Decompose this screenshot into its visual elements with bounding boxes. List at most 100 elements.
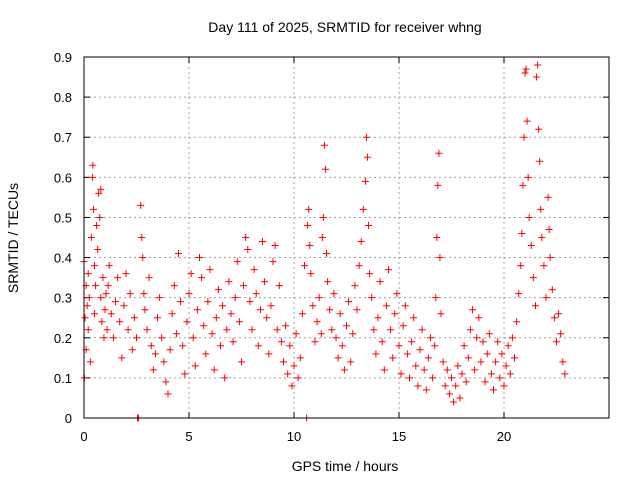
data-point bbox=[454, 362, 462, 370]
data-point bbox=[284, 370, 292, 378]
data-point bbox=[479, 338, 487, 346]
data-point bbox=[317, 330, 325, 338]
data-point bbox=[263, 314, 271, 322]
data-point bbox=[431, 342, 439, 350]
y-tick-label: 0.9 bbox=[54, 50, 72, 65]
data-point bbox=[469, 306, 476, 314]
data-point bbox=[210, 366, 218, 374]
chart-title: Day 111 of 2025, SRMTID for receiver whn… bbox=[208, 19, 481, 35]
data-point bbox=[456, 394, 464, 402]
data-point bbox=[183, 318, 191, 326]
data-point bbox=[298, 310, 306, 318]
data-point bbox=[292, 330, 300, 338]
data-point bbox=[242, 234, 250, 241]
data-point bbox=[437, 310, 445, 318]
data-point bbox=[376, 278, 384, 286]
data-point bbox=[95, 189, 103, 197]
data-point bbox=[522, 65, 530, 73]
data-point bbox=[138, 234, 146, 241]
data-point bbox=[261, 278, 269, 286]
data-point bbox=[330, 290, 338, 298]
data-point bbox=[452, 382, 460, 390]
data-point bbox=[140, 290, 148, 298]
data-point bbox=[104, 282, 112, 290]
x-axis-label: GPS time / hours bbox=[292, 458, 399, 474]
data-point bbox=[96, 213, 104, 221]
data-point bbox=[273, 326, 281, 334]
data-point bbox=[105, 262, 113, 270]
data-point bbox=[401, 302, 409, 310]
data-point bbox=[536, 157, 544, 165]
data-point bbox=[128, 346, 136, 354]
data-point bbox=[147, 342, 155, 350]
data-point bbox=[248, 326, 256, 334]
data-point bbox=[408, 338, 416, 346]
data-point bbox=[107, 310, 115, 318]
data-point bbox=[553, 338, 560, 346]
data-point bbox=[204, 298, 212, 306]
data-point bbox=[221, 374, 229, 382]
data-point bbox=[475, 314, 483, 322]
data-point bbox=[240, 282, 248, 290]
data-point bbox=[525, 213, 533, 221]
y-tick-label: 0.6 bbox=[54, 170, 72, 185]
data-point bbox=[435, 149, 443, 157]
data-point bbox=[309, 302, 317, 310]
data-point bbox=[311, 338, 319, 346]
data-point bbox=[162, 378, 170, 386]
data-point bbox=[304, 221, 312, 229]
data-point bbox=[246, 298, 254, 306]
data-point bbox=[436, 254, 444, 262]
data-point bbox=[532, 302, 539, 310]
data-point bbox=[364, 153, 371, 161]
y-tick-label: 0 bbox=[65, 411, 72, 426]
data-point bbox=[462, 378, 470, 386]
data-point bbox=[529, 274, 537, 282]
data-point bbox=[269, 258, 277, 266]
data-point bbox=[416, 346, 424, 354]
data-point bbox=[382, 302, 390, 310]
data-point bbox=[332, 334, 340, 342]
data-point bbox=[252, 290, 260, 298]
data-point bbox=[450, 398, 458, 406]
data-point bbox=[320, 141, 328, 149]
data-point bbox=[445, 390, 453, 398]
data-point bbox=[177, 298, 185, 306]
data-point bbox=[521, 69, 529, 77]
y-tick-label: 0.3 bbox=[54, 291, 72, 306]
data-point bbox=[250, 266, 258, 274]
data-point bbox=[305, 205, 313, 213]
data-point bbox=[458, 370, 466, 378]
data-point bbox=[91, 310, 98, 318]
data-point bbox=[130, 314, 138, 322]
data-point bbox=[122, 270, 130, 278]
data-point bbox=[267, 302, 275, 310]
data-point bbox=[225, 278, 233, 286]
data-point bbox=[355, 262, 363, 270]
data-point bbox=[391, 310, 399, 318]
data-point bbox=[97, 294, 105, 302]
data-point bbox=[328, 326, 336, 334]
data-point bbox=[361, 177, 369, 185]
data-point bbox=[87, 234, 95, 241]
data-point bbox=[385, 266, 392, 274]
plot-area-border bbox=[83, 56, 610, 419]
x-tick-label: 15 bbox=[392, 429, 406, 444]
data-point bbox=[229, 338, 237, 346]
data-point bbox=[433, 234, 441, 241]
data-point bbox=[145, 274, 153, 282]
data-point bbox=[151, 350, 159, 358]
data-point bbox=[94, 246, 102, 254]
data-point bbox=[434, 181, 442, 189]
data-point bbox=[307, 270, 315, 278]
data-point bbox=[439, 358, 447, 366]
data-point bbox=[542, 294, 550, 302]
data-point bbox=[244, 246, 252, 254]
data-point bbox=[443, 366, 451, 374]
data-point bbox=[540, 262, 548, 270]
data-point bbox=[280, 358, 287, 366]
data-point bbox=[372, 350, 380, 358]
data-point bbox=[160, 358, 168, 366]
data-point bbox=[206, 266, 214, 274]
data-point bbox=[550, 314, 558, 322]
